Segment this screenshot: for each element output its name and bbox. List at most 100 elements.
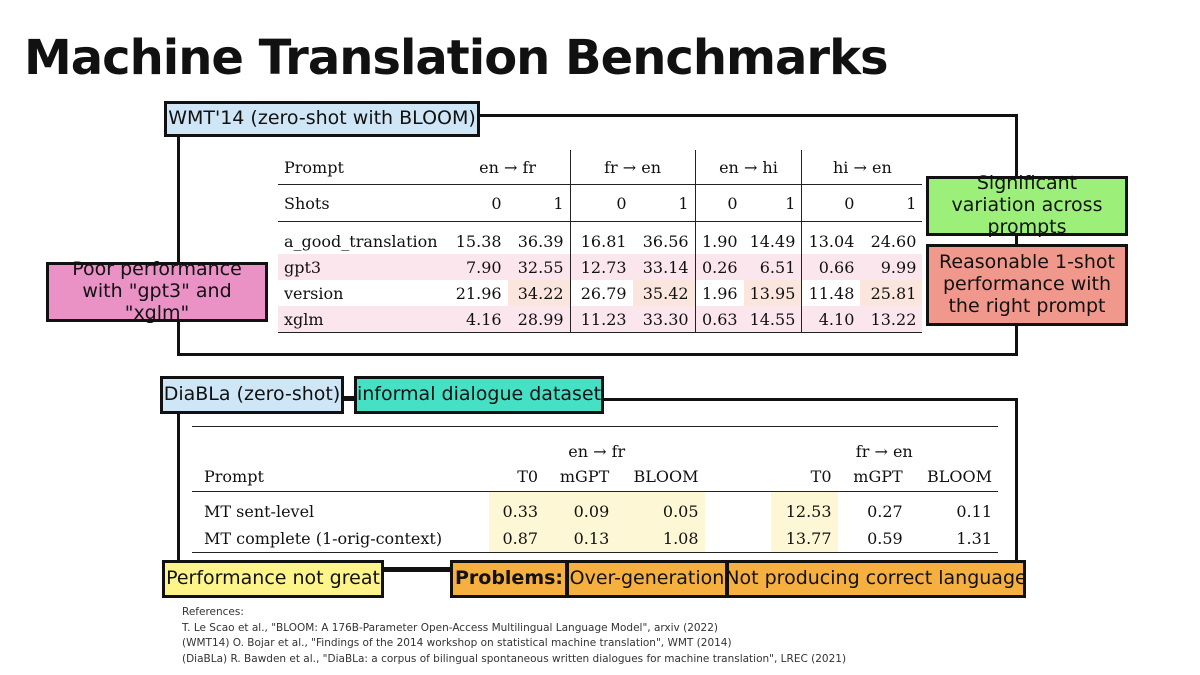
wmt-shot: 1 [860,184,923,222]
wmt-row-prompt: version [284,283,344,303]
diabla-row-prompt: MT complete (1-orig-context) [192,525,489,553]
diabla-model: T0 [810,466,832,486]
wmt-cell: 6.51 [743,254,803,280]
note-over-generation: Over-generation [566,560,728,598]
reference-item: T. Le Scao et al., "BLOOM: A 176B-Parame… [182,621,719,634]
wmt-cell: 1.96 [701,283,738,303]
diabla-cell: 12.53 [770,491,838,525]
diabla-group-en-fr: en → fr [488,426,705,461]
diabla-group-fr-en: fr → en [770,426,998,461]
diabla-model: mGPT [853,466,903,486]
wmt-cell: 33.30 [632,306,696,333]
wmt-cell: 13.04 [801,221,861,254]
wmt-cell: 4.16 [445,306,508,333]
note-significant-variation: Significant variation across prompts [926,172,1128,238]
wmt-cell: 11.48 [808,283,855,303]
wmt-shot: 1 [743,184,803,222]
diabla-cell: 0.33 [488,491,545,525]
wmt-cell: 12.73 [570,254,633,280]
wmt-shot: 1 [507,184,571,222]
note-problems-label: Problems: [450,560,568,598]
wmt-tag: WMT'14 (zero-shot with BLOOM) [164,101,480,137]
wmt-cell: 7.90 [445,254,508,280]
wmt-cell: 36.56 [632,221,696,254]
wmt-shot: 0 [801,184,861,222]
wmt-cell: 4.10 [801,306,861,333]
diabla-cell: 0.11 [908,491,998,525]
wmt-cell: 36.39 [507,221,571,254]
diabla-cell: 1.08 [615,525,705,553]
wmt-shot: 0 [695,184,744,222]
wmt-cell: 15.38 [445,221,508,254]
diabla-model: T0 [517,466,539,486]
wmt-row: gpt3 7.90 32.55 12.73 33.14 0.26 6.51 0.… [278,254,923,280]
wmt-pair-en-fr: en → fr [445,150,571,185]
wmt-cell: 14.49 [743,221,803,254]
diabla-header-prompt: Prompt [204,466,264,486]
note-wrong-language: Not producing correct language [725,560,1027,598]
wmt-cell: 13.22 [860,306,923,333]
wmt-cell: 0.63 [695,306,744,333]
empty-cell [192,426,489,461]
diabla-row: MT sent-level 0.33 0.09 0.05 12.53 0.27 … [192,491,998,525]
wmt-cell: 26.79 [580,283,627,303]
wmt-pair-fr-en: fr → en [570,150,696,185]
diabla-row: MT complete (1-orig-context) 0.87 0.13 1… [192,525,998,553]
wmt-cell: 0.26 [695,254,744,280]
diabla-cell: 0.87 [488,525,545,553]
wmt-cell: 32.55 [507,254,571,280]
diabla-cell: 0.09 [544,491,616,525]
note-connector [384,569,452,572]
diabla-row-prompt: MT sent-level [192,491,489,525]
wmt-row-prompt: a_good_translation [278,221,446,254]
diabla-table: en → fr fr → en Prompt T0 mGPT BLOOM T0 … [192,426,998,553]
spacer-cell [704,426,771,461]
wmt-header-row: Prompt en → fr fr → en en → hi hi → en [278,150,922,185]
diabla-cell: 0.05 [615,491,705,525]
spacer-cell [704,525,771,553]
wmt-cell: 24.60 [860,221,923,254]
reference-item: (WMT14) O. Bojar et al., "Findings of th… [182,637,732,649]
wmt-cell: 0.66 [801,254,861,280]
diabla-cell: 1.31 [908,525,998,553]
diabla-group-row: en → fr fr → en [192,426,998,461]
wmt-row: xglm 4.16 28.99 11.23 33.30 0.63 14.55 4… [278,306,923,333]
diabla-tag: DiaBLa (zero-shot) [160,376,344,414]
diabla-cell: 0.27 [837,491,909,525]
wmt-pair-en-hi: en → hi [695,150,803,185]
references: References: T. Le Scao et al., "BLOOM: A… [182,605,846,667]
diabla-cell: 0.59 [837,525,909,553]
wmt-shots-label: Shots [278,184,446,222]
wmt-cell: 11.23 [570,306,633,333]
wmt-cell: 33.14 [632,254,696,280]
diabla-cell: 13.77 [770,525,838,553]
wmt-cell: 21.96 [455,283,502,303]
wmt-row: a_good_translation 15.38 36.39 16.81 36.… [278,221,923,254]
wmt-header-prompt: Prompt [284,157,344,177]
informal-dialogue-tag: informal dialogue dataset [354,376,604,414]
wmt-cell: 1.90 [695,221,744,254]
wmt-cell-highlight: 34.22 [507,280,571,306]
wmt-row-prompt: gpt3 [278,254,446,280]
wmt-row-prompt: xglm [278,306,446,333]
wmt-shot: 0 [445,184,508,222]
wmt-shots-row: Shots 0 1 0 1 0 1 0 1 [278,184,923,222]
wmt-cell-highlight: 13.95 [743,280,803,306]
wmt-cell: 9.99 [860,254,923,280]
diabla-header-row: Prompt T0 mGPT BLOOM T0 mGPT BLOOM [192,461,998,492]
note-performance-not-great: Performance not great [162,560,384,598]
note-poor-performance: Poor performance with "gpt3" and "xglm" [46,258,268,324]
wmt-shot: 0 [570,184,633,222]
wmt-table: Prompt en → fr fr → en en → hi hi → en S… [278,150,923,333]
diabla-model: BLOOM [927,466,992,486]
diabla-model: BLOOM [633,466,699,486]
diabla-model: mGPT [559,466,610,486]
wmt-cell-highlight: 35.42 [632,280,696,306]
references-heading: References: [182,606,244,618]
wmt-cell: 28.99 [507,306,571,333]
spacer-cell [705,461,771,492]
note-reasonable-1shot: Reasonable 1-shot performance with the r… [926,244,1128,326]
wmt-shot: 1 [632,184,696,222]
reference-item: (DiaBLa) R. Bawden et al., "DiaBLa: a co… [182,652,847,665]
diabla-cell: 0.13 [544,525,616,553]
